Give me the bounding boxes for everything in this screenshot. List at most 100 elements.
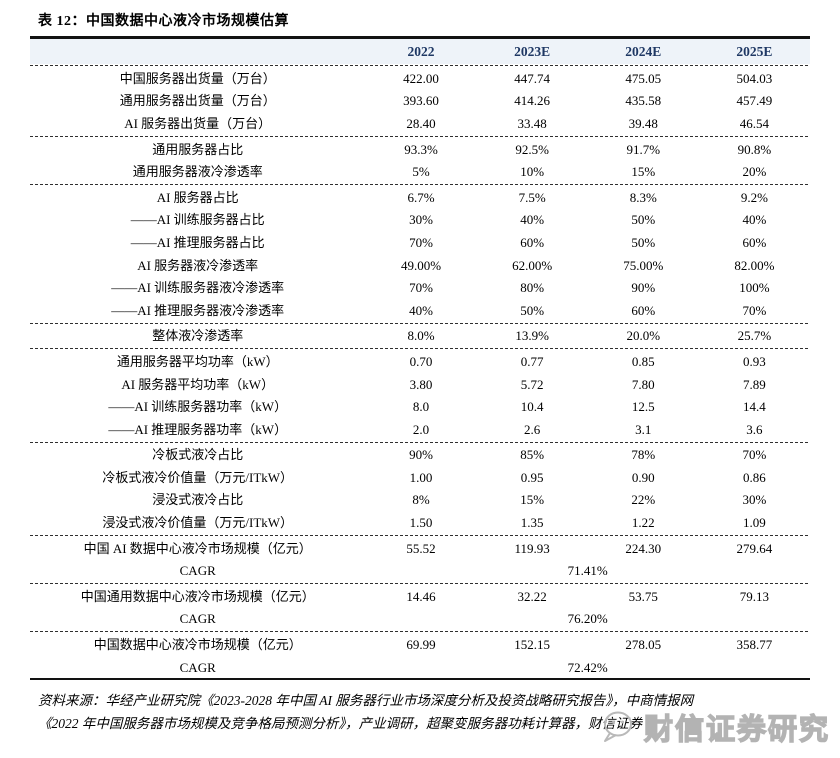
value-cell: 422.00 (403, 70, 439, 86)
value-cell: 91.7% (626, 141, 661, 157)
value-cell: 25.7% (737, 328, 772, 344)
table-row: AI 服务器占比 6.7% 7.5% 8.3% 9.2% (30, 186, 810, 209)
value-cell: 2.0 (412, 421, 430, 437)
table-row: ——AI 推理服务器占比 70% 60% 50% 60% (30, 231, 810, 254)
value-cell: 15% (520, 492, 545, 508)
value-cell: 5.72 (520, 376, 544, 392)
table-row: AI 服务器液冷渗透率 49.00% 62.00% 75.00% 82.00% (30, 254, 810, 277)
table-row: 冷板式液冷价值量（万元/ITkW） 1.00 0.95 0.90 0.86 (30, 466, 810, 489)
value-cell: 457.49 (736, 93, 773, 109)
row-label: ——AI 推理服务器占比 (130, 234, 265, 250)
value-cell: 55.52 (406, 540, 436, 556)
value-cell: 13.9% (515, 328, 549, 344)
value-cell: 30% (742, 492, 767, 508)
row-label: 中国 AI 数据中心液冷市场规模（亿元） (83, 540, 312, 556)
value-cell: 40% (520, 212, 545, 228)
dashed-separator (30, 134, 810, 138)
value-cell: 7.80 (631, 376, 655, 392)
table-row: 通用服务器占比 93.3% 92.5% 91.7% 90.8% (30, 138, 810, 161)
value-cell: 90% (409, 447, 433, 463)
value-cell: 46.54 (739, 115, 770, 131)
row-label: ——AI 推理服务器功率（kW） (108, 421, 288, 437)
value-cell: 10.4 (520, 399, 544, 415)
col-header-2024E: 2024E (587, 37, 699, 64)
value-cell: 279.64 (736, 540, 773, 556)
value-cell: 12.5 (631, 399, 655, 415)
value-cell: 14.4 (743, 399, 766, 415)
dashed-separator-line (30, 582, 810, 586)
dashed-separator-line (30, 182, 810, 186)
source-note: 资料来源：华经产业研究院《2023-2028 年中国 AI 服务器行业市场深度分… (38, 689, 810, 735)
dashed-separator (30, 347, 810, 351)
value-cell: 15% (631, 164, 656, 180)
value-cell: 1.35 (520, 515, 544, 531)
value-cell: 504.03 (736, 70, 773, 86)
value-cell: 8% (412, 492, 430, 508)
row-label: 冷板式液冷占比 (152, 447, 244, 463)
value-cell: 78% (631, 447, 656, 463)
value-cell: 33.48 (517, 115, 547, 131)
value-cell: 8.0% (407, 328, 435, 344)
value-cell: 90.8% (737, 141, 772, 157)
table-row: 浸没式液冷占比 8% 15% 22% 30% (30, 489, 810, 512)
table-row: ——AI 推理服务器功率（kW） 2.0 2.6 3.1 3.6 (30, 418, 810, 441)
table-row: CAGR 71.41% (30, 559, 810, 582)
value-cell: 8.3% (629, 189, 657, 205)
row-label: 中国服务器出货量（万台） (119, 70, 276, 86)
source-line-1: 资料来源：华经产业研究院《2023-2028 年中国 AI 服务器行业市场深度分… (38, 693, 694, 709)
dashed-separator (30, 64, 810, 67)
value-cell: 49.00% (400, 257, 442, 273)
dashed-separator-line (30, 347, 810, 351)
value-cell: 32.22 (517, 588, 547, 604)
cagr-value-cell: 72.42% (567, 659, 608, 675)
value-cell: 39.48 (628, 115, 658, 131)
table-row: 中国 AI 数据中心液冷市场规模（亿元） 55.52 119.93 224.30 279… (30, 537, 810, 560)
row-label: 中国数据中心液冷市场规模（亿元） (93, 637, 302, 653)
row-label: ——AI 推理服务器液冷渗透率 (111, 302, 285, 318)
row-label: 中国通用数据中心液冷市场规模（亿元） (80, 588, 315, 604)
row-label: 浸没式液冷占比 (152, 492, 244, 508)
row-label: AI 服务器出货量（万台） (124, 115, 272, 131)
value-cell: 1.50 (409, 515, 433, 531)
dashed-separator-line (30, 440, 810, 444)
dashed-separator (30, 440, 810, 444)
value-cell: 62.00% (512, 257, 553, 273)
value-cell: 80% (520, 280, 545, 296)
value-cell: 3.80 (409, 376, 433, 392)
value-cell: 475.05 (625, 70, 662, 86)
corner-cell (30, 37, 366, 64)
value-cell: 100% (739, 280, 770, 296)
value-cell: 10% (520, 164, 545, 180)
value-cell: 93.3% (404, 141, 438, 157)
value-cell: 0.77 (520, 353, 544, 369)
row-label: ——AI 训练服务器占比 (130, 212, 265, 228)
value-cell: 50% (520, 302, 545, 318)
value-cell: 92.5% (515, 141, 549, 157)
liquid-cooling-market-table: 2022 2023E 2024E 2025E 中国服务器出货量（万台） 422.00 44… (30, 36, 810, 681)
dashed-separator (30, 582, 810, 586)
value-cell: 2.6 (524, 421, 541, 437)
col-header-2025E: 2025E (698, 37, 810, 64)
dashed-separator-line (30, 630, 810, 634)
value-cell: 70% (742, 447, 767, 463)
value-cell: 9.2% (740, 189, 768, 205)
dashed-separator-line (30, 134, 810, 138)
value-cell: 82.00% (734, 257, 775, 273)
cagr-value-cell: 76.20% (567, 611, 608, 627)
value-cell: 393.60 (403, 93, 439, 109)
value-cell: 30% (409, 212, 433, 228)
value-cell: 1.22 (631, 515, 655, 531)
value-cell: 0.93 (743, 353, 766, 369)
row-label: 通用服务器占比 (152, 141, 244, 157)
value-cell: 40% (409, 302, 433, 318)
value-cell: 28.40 (406, 115, 436, 131)
value-cell: 278.05 (625, 637, 662, 653)
row-label: 通用服务器出货量（万台） (119, 93, 276, 109)
row-label: 通用服务器平均功率（kW） (116, 353, 279, 369)
dashed-separator-line (30, 321, 810, 325)
table-row: 中国数据中心液冷市场规模（亿元） 69.99 152.15 278.05 358.77 (30, 633, 810, 656)
value-cell: 53.75 (628, 588, 658, 604)
table-row: AI 服务器出货量（万台） 28.40 33.48 39.48 46.54 (30, 112, 810, 135)
value-cell: 5% (412, 164, 430, 180)
value-cell: 85% (520, 447, 545, 463)
